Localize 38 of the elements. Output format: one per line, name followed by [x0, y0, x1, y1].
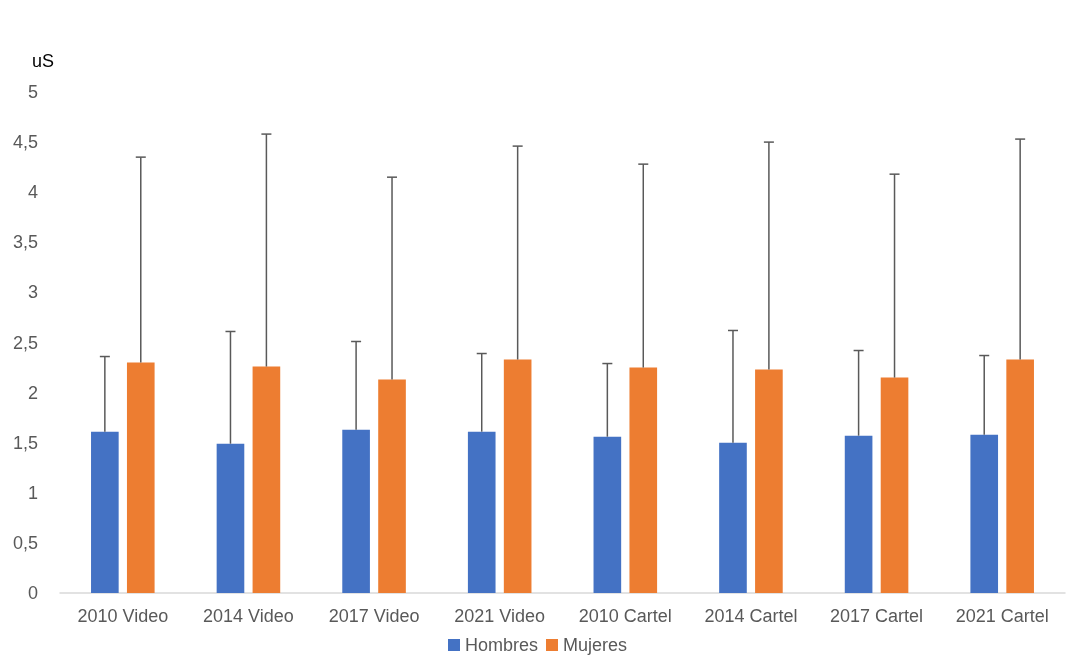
- y-tick-label: 3,5: [12, 232, 38, 253]
- y-tick-label: 5: [27, 82, 38, 102]
- bar: [629, 367, 658, 593]
- y-tick-label: 0,5: [12, 532, 38, 553]
- x-tick-label: 2014 Video: [203, 606, 294, 626]
- x-tick-label: 2010 Video: [77, 606, 169, 626]
- x-tick-label: 2017 Video: [328, 606, 420, 626]
- y-tick-label: 4: [27, 182, 38, 203]
- legend-label: Mujeres: [563, 635, 628, 655]
- bar: [378, 379, 406, 593]
- legend-label: Hombres: [464, 635, 539, 655]
- bar: [342, 429, 370, 593]
- y-tick-label: 2,5: [12, 332, 38, 353]
- y-tick-label: 3: [27, 282, 38, 303]
- bar: [126, 362, 155, 593]
- bar: [593, 436, 622, 593]
- bar: [216, 443, 245, 593]
- y-tick-label: 1: [27, 482, 38, 503]
- bar: [844, 435, 873, 593]
- bar: [970, 434, 999, 593]
- x-tick-label: 2021 Cartel: [955, 606, 1049, 626]
- x-tick-label: 2010 Cartel: [578, 606, 672, 626]
- x-tick-label: 2014 Cartel: [704, 606, 798, 626]
- x-tick-label: 2021 Video: [454, 606, 546, 626]
- bar: [880, 377, 909, 593]
- bar: [252, 366, 281, 593]
- bar: [1006, 359, 1034, 593]
- y-tick-label: 1,5: [12, 432, 38, 453]
- bar: [755, 369, 783, 593]
- x-tick-label: 2017 Cartel: [830, 606, 924, 626]
- bar: [467, 431, 496, 593]
- y-tick-label: 2: [27, 382, 38, 403]
- bar: [91, 431, 119, 593]
- bar: [503, 359, 532, 593]
- y-tick-label: 4,5: [12, 132, 38, 153]
- y-axis-title: uS: [31, 51, 54, 71]
- y-tick-label: 0: [27, 583, 38, 603]
- bar: [719, 442, 747, 593]
